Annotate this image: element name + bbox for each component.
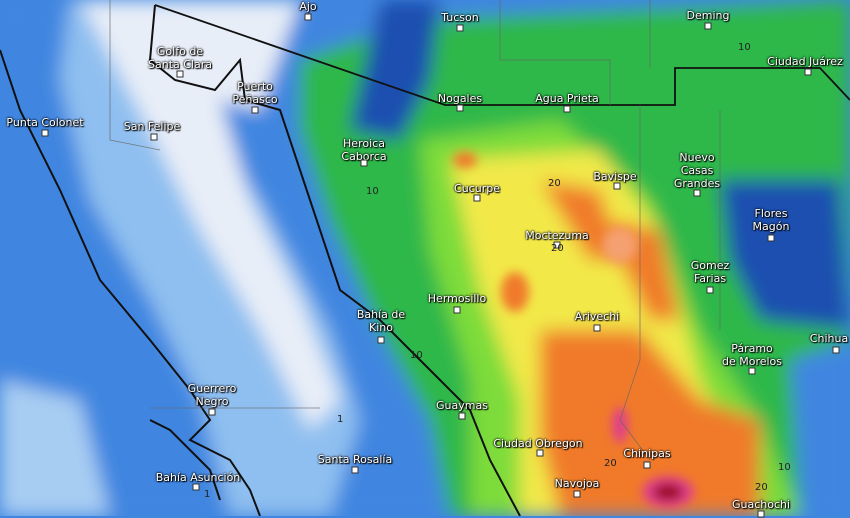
place-label: Ciudad Juárez (767, 55, 843, 68)
state-borders (109, 0, 721, 461)
contour-label: 10 (366, 186, 379, 197)
place-label: Deming (686, 9, 730, 22)
place-label: Santa Rosalía (317, 453, 393, 466)
contour-label: 10 (738, 42, 751, 53)
city-marker-icon (360, 159, 368, 167)
place-label: Chihua (809, 332, 849, 345)
city-marker-icon (377, 336, 385, 344)
contour-label: 1 (337, 414, 344, 425)
city-marker-icon (176, 70, 184, 78)
place-label: Chinipas (623, 447, 671, 460)
city-marker-icon (804, 68, 812, 76)
contour-label: 20 (548, 178, 561, 189)
place-label: Guerrero Negro (187, 382, 237, 408)
city-marker-icon (643, 461, 651, 469)
place-label: Ciudad Obregon (493, 437, 583, 450)
place-label: Golfo de Santa Clara (148, 45, 212, 71)
city-marker-icon (351, 466, 359, 474)
city-marker-icon (458, 412, 466, 420)
place-label: Bavispe (593, 170, 637, 183)
contour-label: 20 (551, 243, 564, 254)
city-marker-icon (693, 189, 701, 197)
place-label: Nogales (437, 92, 483, 105)
international-border (154, 4, 850, 106)
city-marker-icon (208, 408, 216, 416)
city-marker-icon (456, 104, 464, 112)
city-marker-icon (473, 194, 481, 202)
city-marker-icon (706, 286, 714, 294)
contour-label: 20 (755, 482, 768, 493)
place-label: Navojoa (554, 477, 600, 490)
city-marker-icon (456, 24, 464, 32)
place-label: Arivechi (574, 310, 620, 323)
place-label: San Felipe (123, 120, 181, 133)
place-label: Hermosillo (427, 292, 487, 305)
place-label: Nuevo Casas Grandes (673, 151, 721, 190)
city-marker-icon (192, 483, 200, 491)
place-label: Puerto Peñasco (232, 80, 278, 106)
contour-label: 1 (204, 489, 211, 500)
place-label: Moctezuma (525, 229, 589, 242)
place-label: Guaymas (436, 399, 488, 412)
place-label: Agua Prieta (535, 92, 599, 105)
city-marker-icon (704, 22, 712, 30)
city-marker-icon (553, 241, 561, 249)
city-marker-icon (251, 106, 259, 114)
city-marker-icon (757, 510, 765, 518)
city-marker-icon (41, 129, 49, 137)
place-label: Punta Colonet (6, 116, 84, 129)
place-label: Tucson (441, 11, 479, 24)
contour-label: 20 (604, 458, 617, 469)
place-label: Heroica Caborca (341, 137, 387, 163)
contour-label: 10 (778, 462, 791, 473)
place-label: Páramo de Morelos (721, 342, 783, 368)
city-marker-icon (304, 13, 312, 21)
city-marker-icon (748, 367, 756, 375)
city-marker-icon (150, 133, 158, 141)
city-marker-icon (573, 490, 581, 498)
city-marker-icon (563, 105, 571, 113)
place-label: Flores Magón (752, 207, 790, 233)
place-label: Gomez Farias (690, 259, 730, 285)
contour-label: 10 (410, 350, 423, 361)
place-label: Cucurpe (454, 182, 500, 195)
city-marker-icon (832, 346, 840, 354)
city-marker-icon (593, 324, 601, 332)
place-label: Ajo (299, 0, 317, 13)
city-marker-icon (453, 306, 461, 314)
place-label: Bahía de Kino (356, 308, 406, 334)
place-label: Guachochi (731, 498, 791, 511)
city-marker-icon (536, 449, 544, 457)
city-marker-icon (613, 182, 621, 190)
city-marker-icon (767, 234, 775, 242)
coastline (0, 4, 521, 516)
place-label: Bahía Asunción (155, 471, 241, 484)
